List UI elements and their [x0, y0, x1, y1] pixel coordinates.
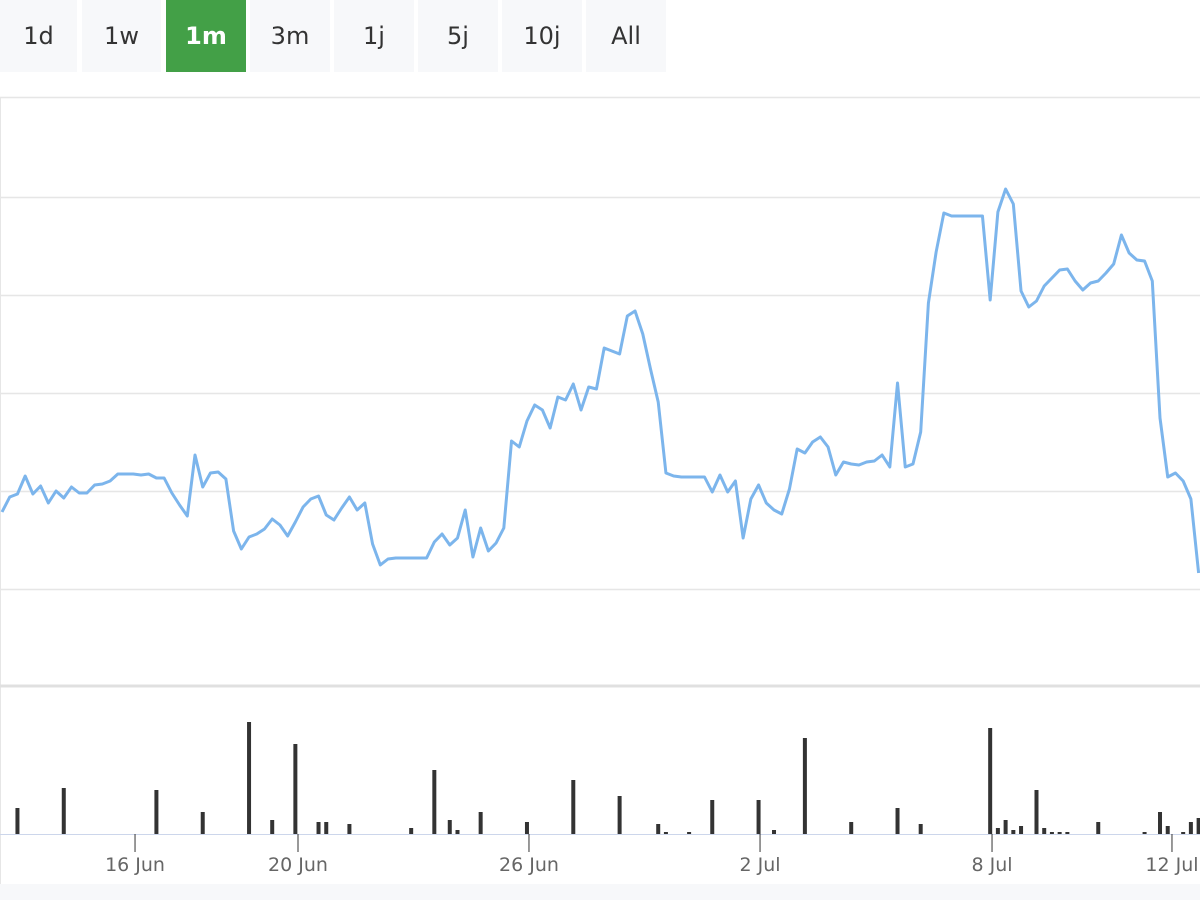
volume-bar [200, 812, 205, 834]
volume-bar [270, 820, 275, 834]
range-button[interactable]: 10j [502, 0, 582, 72]
volume-bar [324, 822, 329, 834]
volume-bar [772, 830, 777, 834]
volume-bar [1142, 832, 1147, 834]
volume-bar [995, 828, 1000, 834]
volume-bar [710, 800, 715, 834]
volume-bar [895, 808, 900, 834]
volume-bar [756, 800, 761, 834]
volume-bar [447, 820, 452, 834]
volume-bar [455, 830, 460, 834]
x-tick-label: 16 Jun [105, 854, 165, 876]
volume-bar [347, 824, 352, 834]
volume-bar [1065, 832, 1070, 834]
volume-bar [15, 808, 20, 834]
volume-bar [1034, 790, 1039, 834]
volume-bar [247, 722, 252, 834]
x-tick-label: 8 Jul [971, 854, 1012, 876]
volume-bar [1188, 822, 1193, 834]
volume-bar [316, 822, 321, 834]
price-line [0, 187, 1200, 574]
range-button[interactable]: All [586, 0, 666, 72]
volume-bar [1057, 832, 1062, 834]
volume-bar [1049, 832, 1054, 834]
volume-bar [293, 744, 298, 834]
x-tick-label: 26 Jun [499, 854, 559, 876]
x-tick-label: 12 Jul [1145, 854, 1198, 876]
volume-bar [1042, 828, 1047, 834]
volume-bar [1158, 812, 1163, 834]
range-button[interactable]: 1d [0, 0, 77, 72]
volume-bar [571, 780, 576, 834]
volume-bar [988, 728, 993, 834]
volume-bar [1096, 822, 1101, 834]
x-tick-label: 2 Jul [740, 854, 781, 876]
range-button[interactable]: 5j [418, 0, 498, 72]
range-button[interactable]: 1j [334, 0, 414, 72]
volume-bar [1165, 826, 1170, 834]
volume-bar [1011, 830, 1016, 834]
range-button[interactable]: 1m [166, 0, 246, 72]
x-tick-label: 20 Jun [268, 854, 328, 876]
navigator-strip [0, 884, 1200, 900]
volume-bar [617, 796, 622, 834]
volume-bar [802, 738, 807, 834]
volume-bar [1196, 818, 1200, 834]
volume-bar [524, 822, 529, 834]
volume-bar [154, 790, 159, 834]
volume-bar [663, 832, 668, 834]
volume-bar [409, 828, 414, 834]
range-button[interactable]: 3m [250, 0, 330, 72]
range-button[interactable]: 1w [82, 0, 161, 72]
volume-bar [1019, 826, 1024, 834]
plot-background [0, 72, 1200, 900]
volume-bar [849, 822, 854, 834]
volume-bar [61, 788, 66, 834]
volume-bar [918, 824, 923, 834]
volume-bar [687, 832, 692, 834]
volume-bar [1181, 832, 1186, 834]
volume-bar [432, 770, 437, 834]
volume-bar [1003, 820, 1008, 834]
volume-bar [478, 812, 483, 834]
volume-bar [656, 824, 661, 834]
